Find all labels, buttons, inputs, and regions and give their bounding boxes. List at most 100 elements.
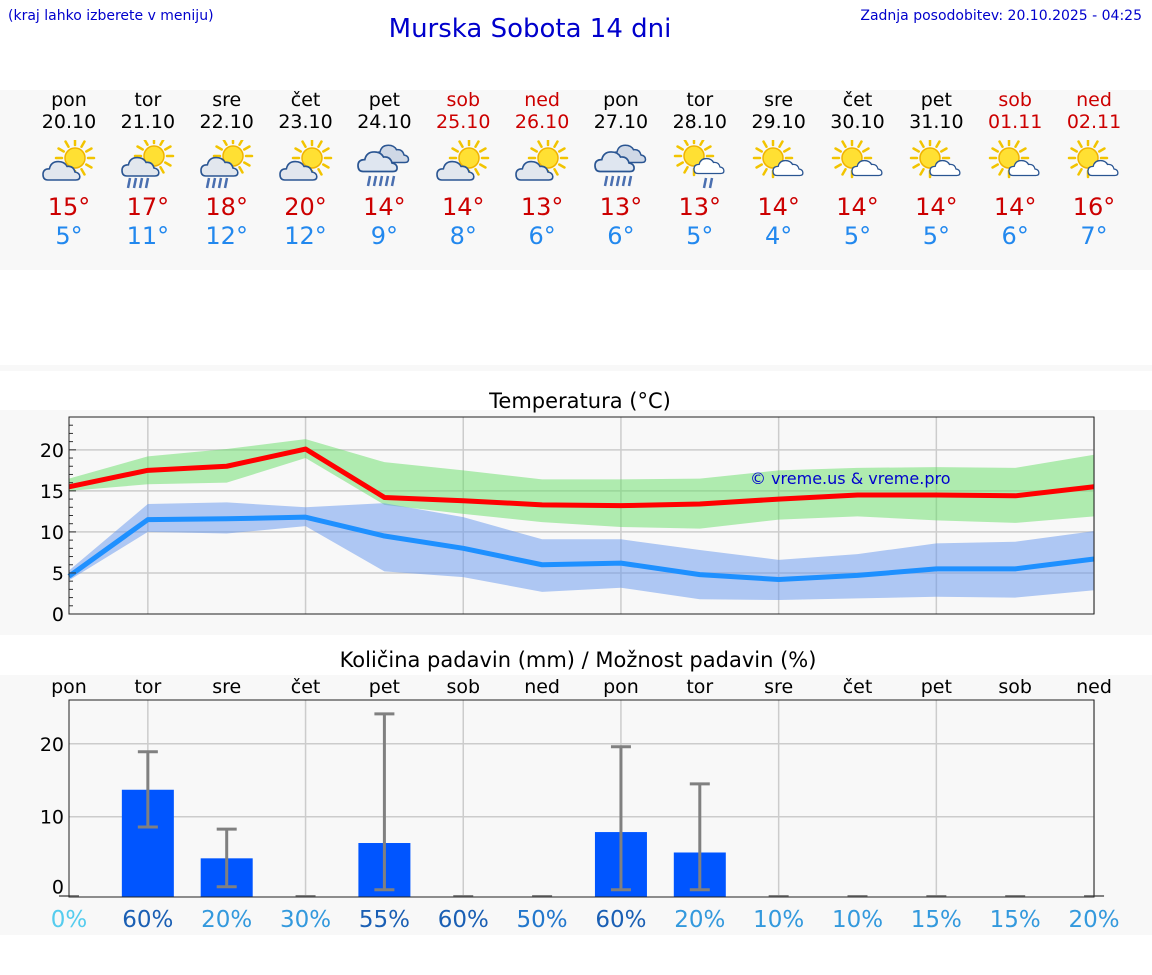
min-temperature: 12° [205, 222, 248, 250]
y-tick-label: 10 [40, 522, 64, 544]
min-temperature: 9° [370, 222, 399, 250]
max-temperature: 13° [599, 193, 643, 221]
max-temperature: 17° [126, 193, 170, 221]
max-temperature: 16° [1072, 193, 1116, 221]
day-label: ned [1076, 676, 1112, 698]
day-date: 28.10 [672, 111, 727, 133]
daily-forecast-band [0, 90, 1152, 270]
page-title: Murska Sobota 14 dni [388, 14, 672, 44]
precipitation-probability: 20% [674, 907, 725, 933]
precipitation-chart-title: Količina padavin (mm) / Možnost padavin … [340, 648, 817, 672]
y-tick-label: 0 [52, 604, 64, 626]
day-name: ned [524, 89, 560, 111]
day-forecast: sob 01.11 14° 6° [975, 90, 1055, 250]
cloud-rain-icon [357, 144, 410, 187]
precipitation-y-axis: 0 10 20 [40, 734, 64, 899]
sun-cloud-icon [42, 140, 96, 181]
day-name: pet [920, 89, 952, 111]
temperature-chart-title: Temperatura (°C) [488, 389, 671, 413]
max-temperature: 14° [363, 193, 406, 221]
last-updated: Zadnja posodobitev: 20.10.2025 - 04:25 [860, 8, 1142, 24]
day-name: sob [998, 89, 1032, 111]
min-temperature: 4° [765, 222, 793, 250]
cloud-rain-icon [594, 144, 647, 187]
day-date: 29.10 [751, 111, 806, 133]
precipitation-probability: 15% [911, 907, 962, 933]
day-label: sre [212, 676, 241, 698]
day-name: pon [51, 89, 87, 111]
min-temperature: 5° [55, 222, 83, 250]
max-temperature: 15° [47, 193, 91, 221]
day-label: čet [843, 676, 873, 698]
max-temperature: 14° [441, 193, 485, 221]
day-name: tor [134, 89, 162, 111]
day-forecast: tor 28.10 13° 5° [660, 90, 740, 250]
min-temperature: 6° [1001, 222, 1029, 250]
day-name: ned [1076, 89, 1112, 111]
day-forecast: pon 27.10 13° 6° [581, 90, 661, 250]
watermark: © vreme.us & vreme.pro [750, 469, 951, 488]
precipitation-probability: 20% [201, 907, 252, 933]
day-date: 27.10 [593, 111, 649, 133]
day-forecast: sre 29.10 14° 4° [739, 90, 819, 250]
precipitation-probability: 30% [280, 907, 331, 933]
day-forecast: pet 31.10 14° 5° [896, 90, 976, 250]
y-tick-label: 0 [52, 877, 64, 899]
y-tick-label: 15 [40, 481, 64, 503]
min-temperature: 5° [922, 222, 950, 250]
precipitation-plot-frame [68, 699, 1095, 898]
temperature-lines [67, 446, 1095, 583]
day-date: 25.10 [436, 111, 491, 133]
day-forecast: tor 21.10 17° 11° [108, 90, 188, 250]
min-temperature: 6° [528, 222, 556, 250]
precipitation-probability: 10% [753, 907, 804, 933]
precipitation-probability: 60% [438, 907, 489, 933]
day-label: pet [369, 676, 400, 698]
y-tick-label: 10 [40, 807, 64, 829]
day-label: pon [51, 676, 87, 698]
sun-cloud-icon [436, 140, 490, 181]
precipitation-day-labels: pon tor sre čet pet sob ned pon tor sre čet pet sob n… [51, 676, 1112, 698]
day-forecast: sre 22.10 18° 12° [187, 90, 267, 250]
precipitation-probability: 10% [832, 907, 883, 933]
max-temperature: 18° [205, 193, 248, 221]
day-date: 01.11 [987, 111, 1043, 133]
day-forecast: ned 02.11 16° 7° [1054, 90, 1134, 250]
max-temperature: 14° [836, 193, 879, 221]
day-date: 02.11 [1066, 111, 1122, 133]
day-date: 26.10 [514, 111, 570, 133]
min-temperature: 11° [126, 222, 170, 250]
location-hint: (kraj lahko izberete v meniju) [8, 8, 214, 24]
precipitation-probability: 50% [517, 907, 568, 933]
day-label: tor [686, 676, 713, 698]
max-temperature: 14° [757, 193, 800, 221]
precipitation-probability: 60% [595, 907, 646, 933]
day-label: ned [524, 676, 560, 698]
min-temperature: 5° [686, 222, 714, 250]
sun-cloud-rain-icon [121, 140, 175, 189]
sun-cloud-icon [515, 140, 569, 181]
precipitation-probability: 60% [122, 907, 173, 933]
y-tick-label: 20 [40, 440, 64, 462]
day-forecast: čet 23.10 20° 12° [266, 90, 346, 250]
max-temperature: 20° [284, 193, 327, 221]
sun-small-cloud-icon [752, 140, 804, 179]
day-name: sob [446, 89, 481, 111]
day-date: 21.10 [120, 111, 176, 133]
day-forecast: pet 24.10 14° 9° [344, 90, 424, 250]
day-name: čet [842, 89, 873, 111]
day-name: sre [764, 89, 794, 111]
max-temperature: 14° [915, 193, 958, 221]
precipitation-probabilities: 0% 60% 20% 30% 55% 60% 50% 60% 20% 10% 10% 15% 15% 20… [51, 907, 1120, 933]
day-forecast: sob 25.10 14° 8° [423, 90, 503, 250]
temperature-y-axis: 0 5 10 15 20 [40, 416, 76, 626]
separator [0, 365, 1152, 371]
sun-small-cloud-rain-icon [673, 140, 725, 189]
day-label: čet [291, 676, 321, 698]
precipitation-probability: 20% [1068, 907, 1119, 933]
y-tick-label: 5 [52, 563, 64, 585]
day-label: sre [764, 676, 793, 698]
min-temperature-line [67, 514, 1095, 583]
day-label: sob [446, 676, 480, 698]
day-label: tor [134, 676, 161, 698]
